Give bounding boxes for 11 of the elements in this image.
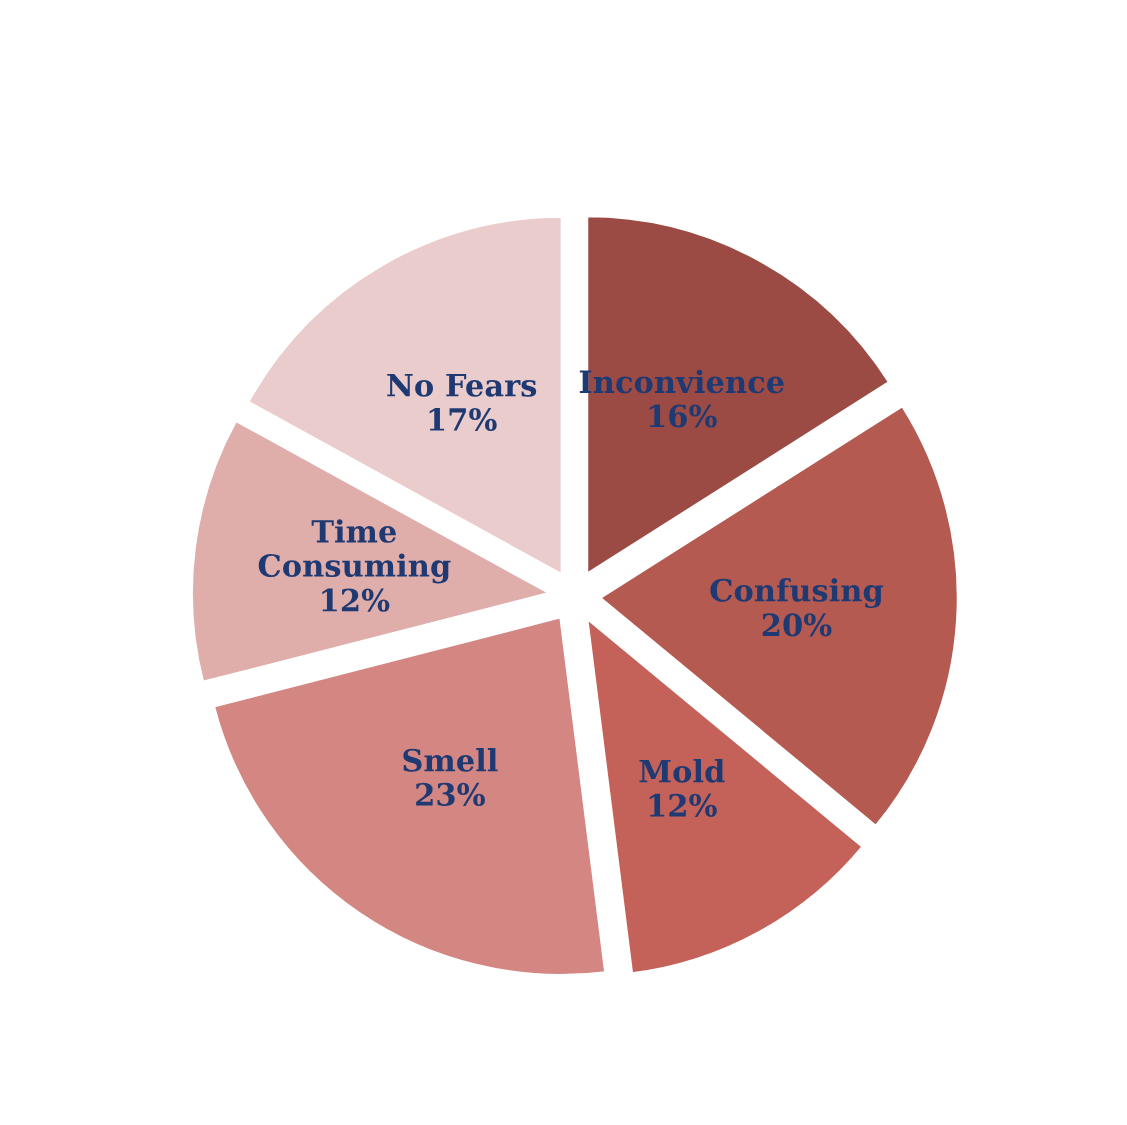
data-label: 20%	[762, 613, 832, 637]
data-label: 23%	[416, 782, 485, 806]
data-label: 12%	[649, 793, 717, 817]
slice-label: Time Consuming	[258, 519, 451, 584]
slice-label: Mold	[639, 759, 725, 783]
slice-label: No Fears	[387, 374, 537, 397]
slice-label: Smell	[403, 748, 498, 772]
slice-label: Confusing	[710, 578, 884, 609]
data-label: 16%	[649, 404, 717, 428]
data-label: 17%	[429, 407, 497, 431]
data-label: 12%	[322, 588, 390, 612]
